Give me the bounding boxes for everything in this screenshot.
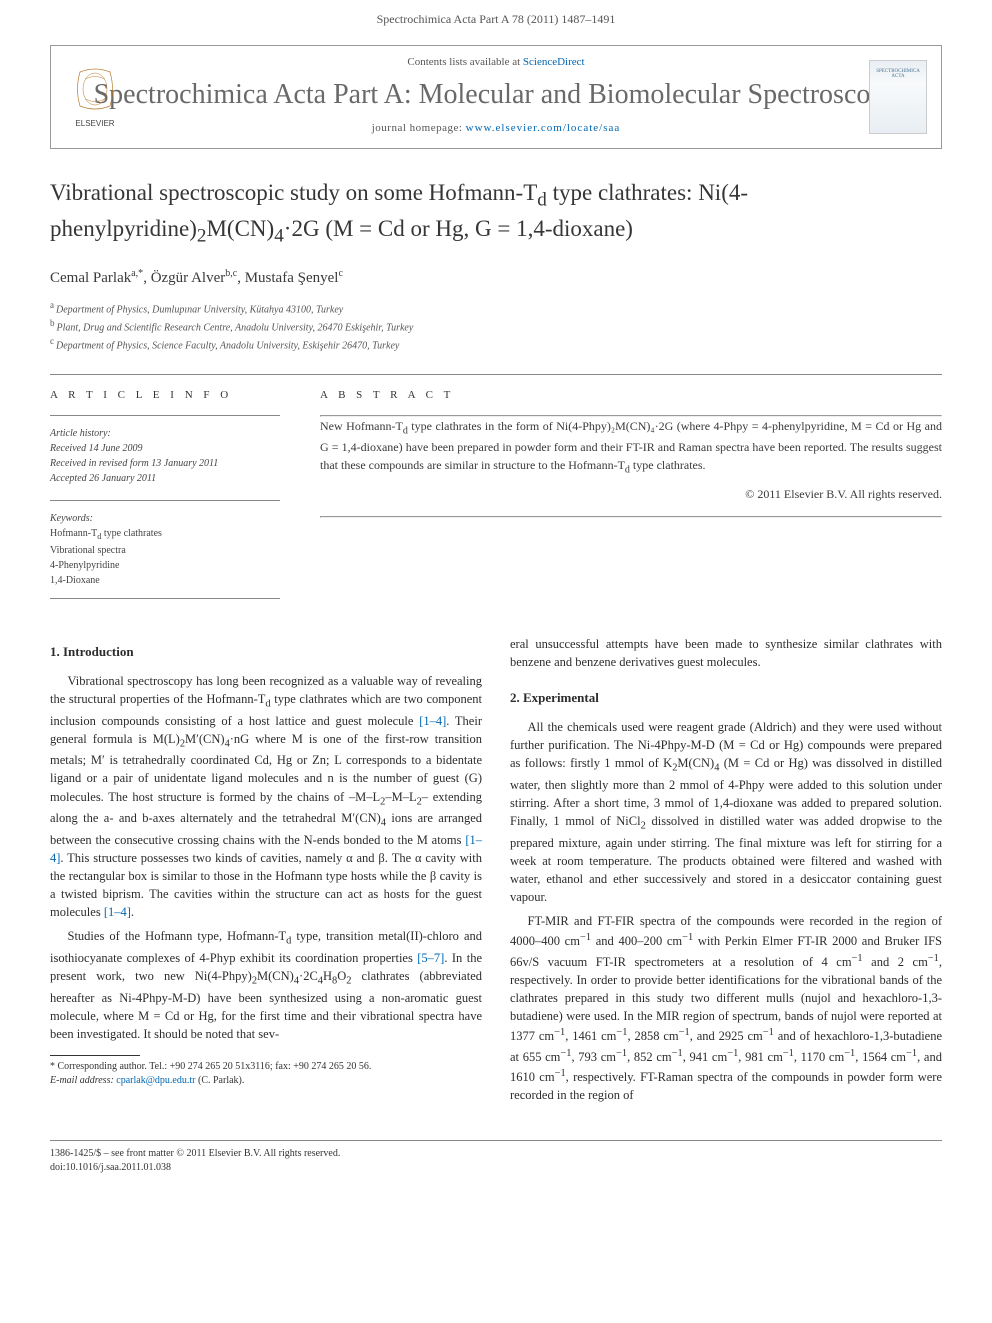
abstract-column: A B S T R A C T New Hofmann-Td type clat…	[320, 389, 942, 609]
masthead: ELSEVIER SPECTROCHIMICA ACTA Contents li…	[50, 45, 942, 149]
corresponding-email-link[interactable]: cparlak@dpu.edu.tr	[116, 1075, 195, 1086]
divider	[50, 374, 942, 375]
citation-link[interactable]: [1–4]	[104, 905, 131, 919]
author: Özgür Alverb,c	[151, 270, 238, 286]
journal-title: Spectrochimica Acta Part A: Molecular an…	[65, 78, 927, 112]
affiliation: bPlant, Drug and Scientific Research Cen…	[50, 317, 942, 335]
sciencedirect-link[interactable]: ScienceDirect	[523, 56, 585, 68]
affiliation-list: aDepartment of Physics, Dumlupınar Unive…	[50, 299, 942, 354]
citation-link[interactable]: [5–7]	[417, 951, 444, 965]
abstract-copyright: © 2011 Elsevier B.V. All rights reserved…	[320, 487, 942, 502]
contents-available-line: Contents lists available at ScienceDirec…	[65, 56, 927, 68]
corresponding-author-footnote: * Corresponding author. Tel.: +90 274 26…	[50, 1060, 482, 1088]
article-body: 1. Introduction Vibrational spectroscopy…	[50, 635, 942, 1110]
divider	[50, 598, 280, 599]
divider	[320, 516, 942, 518]
abstract-heading: A B S T R A C T	[320, 389, 942, 401]
abstract-text: New Hofmann-Td type clathrates in the fo…	[320, 417, 942, 478]
body-paragraph: FT-MIR and FT-FIR spectra of the compoun…	[510, 912, 942, 1104]
affiliation: aDepartment of Physics, Dumlupınar Unive…	[50, 299, 942, 317]
article-title: Vibrational spectroscopic study on some …	[50, 177, 942, 250]
author: Mustafa Şenyelc	[245, 270, 343, 286]
keyword: 4-Phenylpyridine	[50, 558, 280, 573]
divider	[50, 500, 280, 501]
journal-cover-thumbnail: SPECTROCHIMICA ACTA	[869, 60, 927, 134]
affiliation: cDepartment of Physics, Science Faculty,…	[50, 335, 942, 353]
citation-link[interactable]: [1–4]	[50, 833, 482, 865]
body-paragraph: eral unsuccessful attempts have been mad…	[510, 635, 942, 671]
section-heading-experimental: 2. Experimental	[510, 689, 942, 708]
article-info-column: A R T I C L E I N F O Article history: R…	[50, 389, 280, 609]
author-list: Cemal Parlaka,*, Özgür Alverb,c, Mustafa…	[50, 268, 942, 287]
section-heading-introduction: 1. Introduction	[50, 643, 482, 662]
page-footer: 1386-1425/$ – see front matter © 2011 El…	[50, 1140, 942, 1175]
body-paragraph: Studies of the Hofmann type, Hofmann-Td …	[50, 927, 482, 1043]
running-head: Spectrochimica Acta Part A 78 (2011) 148…	[0, 0, 992, 45]
author: Cemal Parlaka,*	[50, 270, 143, 286]
doi-line: doi:10.1016/j.saa.2011.01.038	[50, 1161, 942, 1175]
body-paragraph: Vibrational spectroscopy has long been r…	[50, 672, 482, 922]
elsevier-logo: ELSEVIER	[65, 64, 125, 130]
journal-homepage-line: journal homepage: www.elsevier.com/locat…	[65, 122, 927, 134]
divider	[50, 415, 280, 416]
article-meta-row: A R T I C L E I N F O Article history: R…	[50, 389, 942, 609]
journal-homepage-link[interactable]: www.elsevier.com/locate/saa	[466, 122, 621, 134]
keyword: Hofmann-Td type clathrates	[50, 526, 280, 543]
body-paragraph: All the chemicals used were reagent grad…	[510, 718, 942, 906]
svg-text:ELSEVIER: ELSEVIER	[75, 119, 114, 128]
article-info-heading: A R T I C L E I N F O	[50, 389, 280, 401]
citation-link[interactable]: [1–4]	[419, 714, 446, 728]
issn-line: 1386-1425/$ – see front matter © 2011 El…	[50, 1147, 942, 1161]
keyword: 1,4-Dioxane	[50, 573, 280, 588]
keyword: Vibrational spectra	[50, 543, 280, 558]
article-history: Article history: Received 14 June 2009 R…	[50, 426, 280, 486]
footnote-separator	[50, 1055, 140, 1056]
keywords-block: Keywords: Hofmann-Td type clathratesVibr…	[50, 511, 280, 588]
